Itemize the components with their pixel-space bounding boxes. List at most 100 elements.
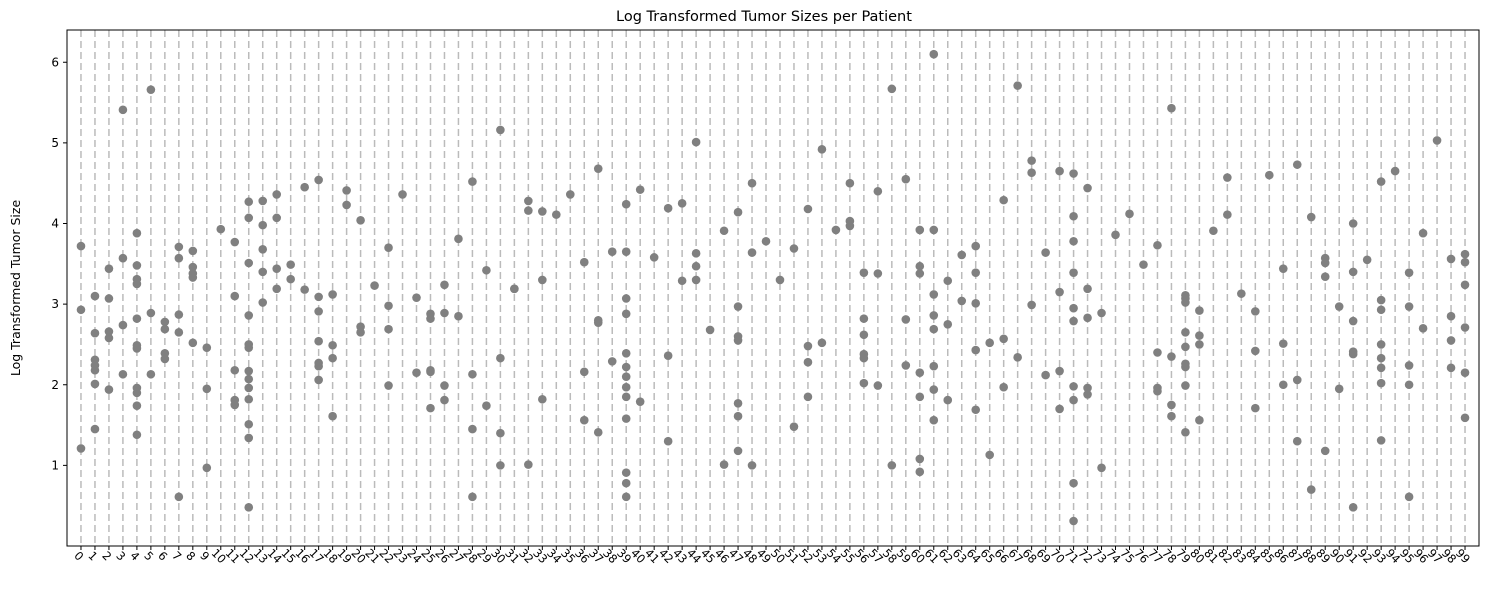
data-point — [1069, 169, 1078, 178]
data-point — [132, 430, 142, 440]
data-point — [132, 261, 142, 270]
data-point — [244, 366, 254, 376]
data-point — [1223, 173, 1232, 182]
data-point — [1181, 381, 1190, 390]
data-points — [76, 49, 1470, 526]
data-point — [733, 398, 743, 408]
data-point — [1404, 302, 1414, 311]
data-point — [482, 265, 491, 275]
data-point — [747, 461, 757, 470]
data-point — [244, 383, 254, 393]
data-point — [1069, 211, 1078, 221]
data-point — [1292, 436, 1302, 446]
data-point — [971, 405, 981, 415]
data-point — [1390, 166, 1400, 176]
data-point — [607, 357, 617, 366]
data-point — [314, 307, 323, 316]
data-point — [258, 267, 268, 277]
data-point — [831, 225, 841, 235]
data-point — [258, 196, 268, 206]
data-point — [1460, 280, 1470, 290]
data-point — [635, 397, 645, 406]
data-point — [188, 273, 198, 282]
data-point — [803, 204, 813, 214]
data-point — [1306, 212, 1316, 222]
data-point — [314, 175, 323, 185]
data-point — [1348, 503, 1358, 512]
data-point — [943, 276, 953, 286]
data-point — [216, 224, 226, 234]
data-point — [1083, 383, 1092, 393]
data-point — [1237, 289, 1246, 298]
y-tick-label-4: 4 — [51, 217, 59, 231]
data-point — [999, 334, 1008, 344]
data-point — [1167, 411, 1176, 421]
data-point — [482, 401, 491, 411]
data-point — [1209, 226, 1218, 236]
data-point — [1055, 166, 1064, 176]
data-point — [1306, 485, 1316, 494]
data-point — [1264, 170, 1274, 180]
data-point — [943, 395, 953, 405]
data-point — [272, 264, 282, 273]
data-point — [733, 446, 743, 456]
data-point — [328, 411, 337, 421]
data-point — [915, 269, 925, 278]
data-point — [342, 186, 351, 195]
data-point — [1153, 240, 1162, 250]
x-tick-label-0: 0 — [71, 548, 86, 563]
data-point — [789, 244, 799, 253]
data-point — [1083, 390, 1092, 399]
data-point — [1251, 307, 1260, 316]
data-point — [789, 422, 799, 431]
data-point — [1376, 295, 1386, 305]
data-point — [719, 226, 729, 236]
data-point — [258, 298, 268, 307]
data-point — [859, 378, 869, 388]
data-point — [1348, 349, 1358, 359]
data-point — [468, 369, 477, 379]
data-point — [859, 268, 869, 277]
y-tick-label-6: 6 — [51, 55, 59, 69]
data-point — [342, 200, 351, 210]
data-point — [1195, 340, 1204, 349]
data-point — [496, 125, 505, 135]
data-point — [1181, 328, 1190, 337]
data-point — [314, 375, 323, 385]
data-point — [132, 401, 142, 411]
data-point — [943, 319, 953, 329]
data-point — [202, 384, 212, 394]
data-point — [873, 269, 883, 278]
x-tick-label-8: 8 — [183, 548, 198, 563]
data-point — [160, 354, 170, 364]
chart-title: Log Transformed Tumor Sizes per Patient — [616, 9, 912, 25]
data-point — [510, 284, 519, 294]
data-point — [286, 274, 295, 284]
data-point — [929, 290, 939, 299]
data-point — [579, 367, 589, 377]
data-point — [1251, 403, 1260, 413]
data-point — [887, 84, 897, 94]
data-point — [1446, 363, 1456, 373]
data-point — [356, 215, 365, 225]
data-point — [1181, 362, 1190, 372]
data-point — [1195, 331, 1204, 340]
data-point — [1418, 228, 1428, 238]
data-point — [621, 372, 631, 381]
data-point — [132, 279, 142, 289]
data-point — [915, 261, 925, 271]
data-point — [370, 281, 379, 290]
data-point — [929, 49, 939, 59]
data-point — [747, 248, 757, 257]
data-point — [174, 492, 184, 502]
data-point — [1069, 303, 1078, 313]
data-point — [258, 220, 268, 230]
data-point — [1069, 395, 1078, 405]
data-point — [1251, 346, 1260, 356]
data-point — [747, 178, 757, 188]
data-point — [1278, 264, 1288, 273]
data-point — [915, 467, 925, 477]
data-point — [901, 361, 911, 370]
data-point — [174, 310, 184, 319]
data-point — [1069, 316, 1078, 326]
